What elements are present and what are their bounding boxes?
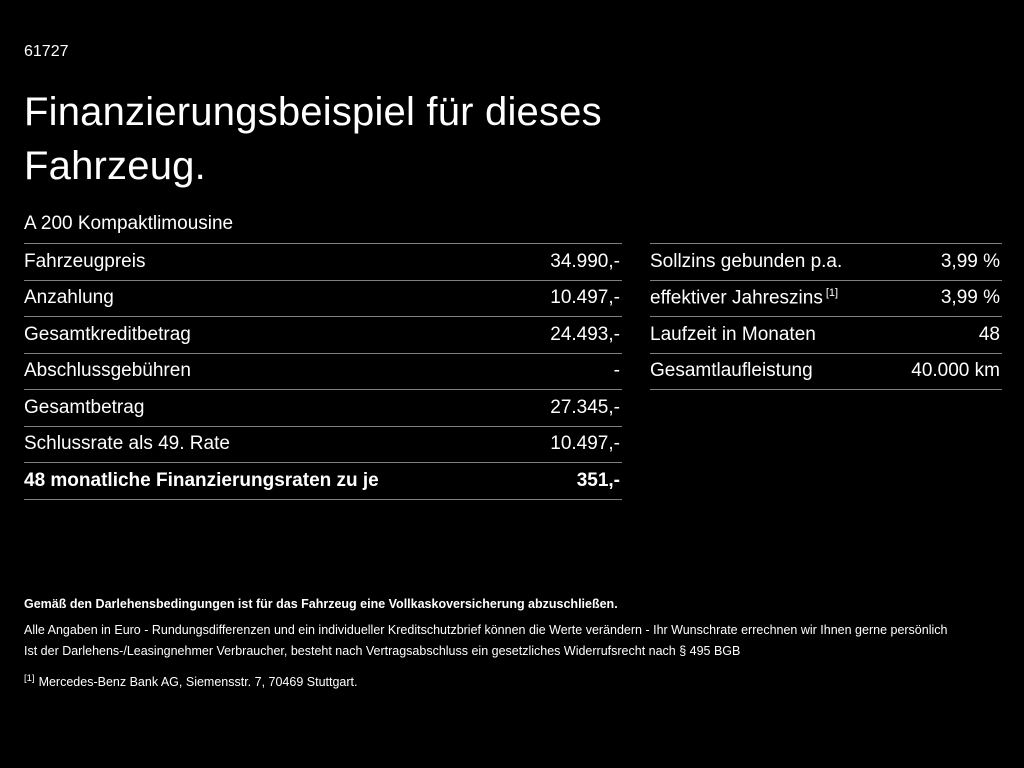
row-value: 24.493,- [550,323,620,345]
terms-table: Sollzins gebunden p.a. 3,99 % effektiver… [650,243,1002,390]
page-title-line2: Fahrzeug. [24,144,206,188]
row-label: Sollzins gebunden p.a. [650,250,843,272]
table-row: Fahrzeugpreis 34.990,- [24,243,622,280]
row-value: 10.497,- [550,287,620,309]
row-value: 34.990,- [550,250,620,272]
row-label-text: effektiver Jahreszins [650,287,823,309]
footnote-reference: [1] [825,287,839,300]
table-row: Anzahlung 10.497,- [24,279,622,317]
row-label: Gesamtbetrag [24,396,145,418]
row-label: Gesamtlaufleistung [650,360,813,382]
table-row: Gesamtlaufleistung 40.000 km [650,352,1002,390]
finance-table: Fahrzeugpreis 34.990,- Anzahlung 10.497,… [24,243,622,500]
row-label: Schlussrate als 49. Rate [24,433,230,455]
row-value: 3,99 % [940,287,1000,309]
note-insurance: Gemäß den Darlehensbedingungen ist für d… [24,597,618,611]
footnote-bank: [1] Mercedes-Benz Bank AG, Siemensstr. 7,… [24,672,947,689]
table-row: Laufzeit in Monaten 48 [650,316,1002,353]
row-label: 48 monatliche Finanzierungsraten zu je [24,469,379,491]
page-title-line1: Finanzierungsbeispiel für dieses [24,90,602,134]
row-label: Anzahlung [24,287,114,309]
row-label: Gesamtkreditbetrag [24,323,191,345]
ref-number: 61727 [24,43,69,60]
table-row: Sollzins gebunden p.a. 3,99 % [650,243,1002,280]
row-label: Fahrzeugpreis [24,250,146,272]
footnote-text: Mercedes-Benz Bank AG, Siemensstr. 7, 70… [38,675,358,690]
finance-tables: Fahrzeugpreis 34.990,- Anzahlung 10.497,… [24,243,1002,500]
row-label: Laufzeit in Monaten [650,323,816,345]
vehicle-model: A 200 Kompaktlimousine [24,213,234,234]
table-row: Gesamtbetrag 27.345,- [24,389,622,426]
row-value: 27.345,- [550,396,620,418]
note-disclaimer: Alle Angaben in Euro - Rundungsdifferenz… [24,623,948,637]
table-row: effektiver Jahreszins [1] 3,99 % [650,279,1002,317]
table-row-monthly-rate: 48 monatliche Finanzierungsraten zu je 3… [24,462,622,499]
row-label: effektiver Jahreszins [1] [650,287,838,309]
row-value: 48 [978,323,1000,345]
row-value: - [613,360,620,382]
row-value: 10.497,- [550,433,620,455]
row-value: 3,99 % [940,250,1000,272]
table-row: Gesamtkreditbetrag 24.493,- [24,316,622,353]
footer-notes: Gemäß den Darlehensbedingungen ist für d… [24,598,947,689]
note-withdrawal: Ist der Darlehens-/Leasingnehmer Verbrau… [24,644,741,658]
row-value: 351,- [576,469,620,491]
row-label: Abschlussgebühren [24,360,191,382]
page-title: Finanzierungsbeispiel für dieses Fahrzeu… [24,85,602,193]
table-row: Schlussrate als 49. Rate 10.497,- [24,425,622,463]
row-value: 40.000 km [911,360,1000,382]
footnote-marker: [1] [24,673,35,684]
table-row: Abschlussgebühren - [24,352,622,390]
